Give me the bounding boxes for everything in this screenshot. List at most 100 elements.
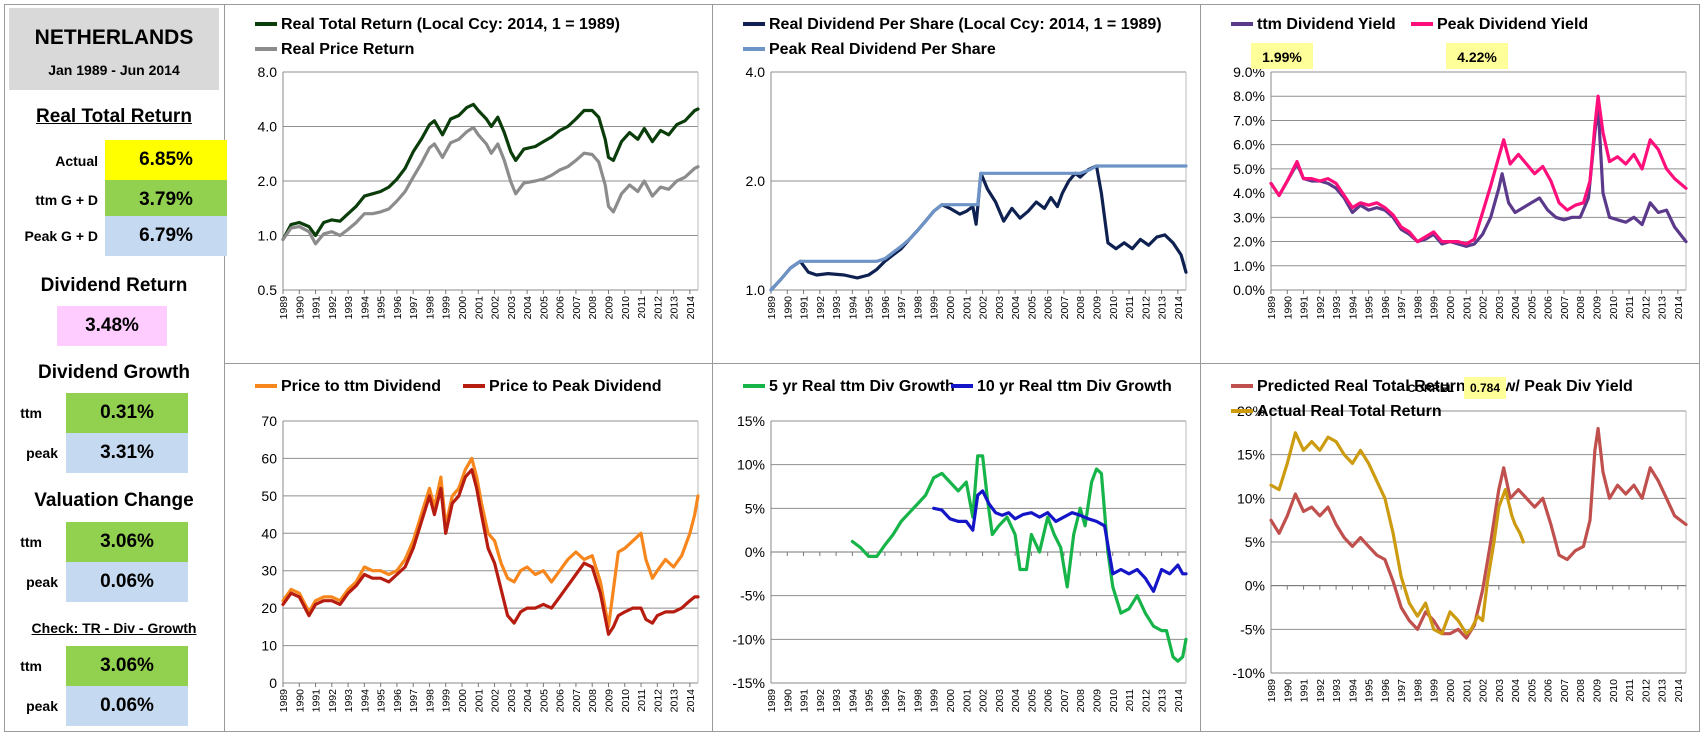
dg-ttm-label: ttm	[20, 405, 42, 421]
check-peak-value: 0.06%	[66, 686, 188, 726]
check-peak-label: peak	[26, 698, 58, 714]
chart-predicted-vs-actual: -10%-5%0%5%10%15%20%19891990199119921993…	[1231, 377, 1688, 703]
c2-xtick-label: 2004	[1010, 296, 1022, 320]
c5-xtick-label: 1990	[782, 689, 794, 713]
chart-real-total-return: 0.5 1.0 2.0 4.0 8.0 1989 1990 1991 1992 1993 1994 1…	[255, 16, 700, 320]
c5-legend-label: 10 yr Real ttm Div Growth	[977, 378, 1172, 395]
c1-xtick-label: 2009	[603, 296, 615, 320]
c5-xtick-label: 1999	[929, 689, 941, 713]
c5-xtick-label: 2002	[978, 689, 990, 713]
vc-ttm-value: 3.06%	[66, 522, 188, 562]
c6-legend-label: Actual Real Total Return	[1257, 403, 1442, 420]
c6-xtick-label: 1989	[1266, 679, 1278, 703]
c3-ytick-label: 5.0%	[1233, 161, 1265, 177]
c5-xtick-label: 2000	[945, 689, 957, 713]
dashboard-frame	[4, 4, 1700, 732]
rtr-actual-value: 6.85%	[105, 140, 227, 180]
c6-ytick-label: 0%	[1245, 578, 1265, 594]
c4-xtick-label: 1990	[294, 689, 306, 713]
c3-xtick-label: 1998	[1412, 296, 1424, 320]
c2-xtick-label: 1994	[847, 296, 859, 320]
c1-xtick-label: 1994	[359, 296, 371, 320]
c5-xtick-label: 2009	[1091, 689, 1103, 713]
c6-xtick-label: 1997	[1396, 679, 1408, 703]
c6-xtick-label: 2008	[1575, 679, 1587, 703]
c5-legend-label: 5 yr Real ttm Div Growth	[769, 378, 955, 395]
c3-xtick-label: 2003	[1494, 296, 1506, 320]
c2-xtick-label: 1991	[799, 296, 811, 320]
c1-xtick-label: 2012	[652, 296, 664, 320]
c3-legend-label: ttm Dividend Yield	[1257, 16, 1396, 33]
c1-ytick-label: 0.5	[258, 282, 278, 298]
dg-ttm-value: 0.31%	[66, 393, 188, 433]
dividend-return-heading: Dividend Return	[40, 275, 188, 296]
c3-badge-box	[1251, 43, 1313, 69]
dividend-growth-heading: Dividend Growth	[38, 362, 190, 383]
c3-xtick-label: 2010	[1608, 296, 1620, 320]
c2-xtick-label: 1990	[782, 296, 794, 320]
c1-xtick-label: 1995	[376, 296, 388, 320]
c4-ytick-label: 10	[261, 638, 277, 654]
c4-xtick-label: 1994	[359, 689, 371, 713]
c1-xtick-label: 1990	[294, 296, 306, 320]
rtr-peak-value: 6.79%	[105, 216, 227, 256]
c3-ytick-label: 0.0%	[1233, 282, 1265, 298]
real-total-return-heading: Real Total Return	[36, 106, 192, 127]
c6-xtick-label: 1998	[1412, 679, 1424, 703]
check-ttm-label: ttm	[20, 658, 42, 674]
c3-xtick-label: 2008	[1575, 296, 1587, 320]
c6-xtick-label: 2014	[1673, 679, 1685, 703]
c1-xtick-label: 2014	[685, 296, 697, 320]
c3-ytick-label: 2.0%	[1233, 234, 1265, 250]
c4-xtick-label: 2007	[571, 689, 583, 713]
period-label: Jan 1989 - Jun 2014	[48, 62, 180, 78]
c4-xtick-label: 1996	[392, 689, 404, 713]
c2-xtick-label: 2008	[1075, 296, 1087, 320]
c2-xtick-label: 2010	[1108, 296, 1120, 320]
c1-xtick-label: 1993	[343, 296, 355, 320]
c4-xtick-label: 2008	[587, 689, 599, 713]
c5-xtick-label: 2005	[1026, 689, 1038, 713]
c4-xtick-label: 2000	[457, 689, 469, 713]
c2-xtick-label: 2000	[945, 296, 957, 320]
c1-xtick-label: 2005	[538, 296, 550, 320]
c2-xtick-label: 2001	[961, 296, 973, 320]
c1-xtick-label: 2013	[669, 296, 681, 320]
vc-ttm-label: ttm	[20, 534, 42, 550]
c3-xtick-label: 2002	[1478, 296, 1490, 320]
divider-row	[224, 363, 1700, 364]
c4-xtick-label: 2001	[473, 689, 485, 713]
c3-xtick-label: 2000	[1445, 296, 1457, 320]
c1-ytick-label: 8.0	[258, 64, 278, 80]
c4-xtick-label: 2003	[506, 689, 518, 713]
c3-xtick-label: 1995	[1364, 296, 1376, 320]
valuation-change-heading: Valuation Change	[34, 490, 194, 511]
c3-series-line-1	[1269, 104, 1688, 248]
c6-series-line-1	[1269, 426, 1688, 640]
c3-xtick-label: 2012	[1640, 296, 1652, 320]
c4-ytick-label: 30	[261, 563, 277, 579]
divider-col2	[712, 4, 713, 732]
c3-ytick-label: 7.0%	[1233, 112, 1265, 128]
c2-xtick-label: 1989	[766, 296, 778, 320]
rtr-peak-label: Peak G + D	[24, 228, 98, 244]
c4-xtick-label: 2004	[522, 689, 534, 713]
c4-xtick-label: 1989	[278, 689, 290, 713]
c2-legend-label: Real Dividend Per Share (Local Ccy: 2014…	[769, 16, 1162, 33]
c4-xtick-label: 2009	[603, 689, 615, 713]
c1-xtick-label: 2010	[620, 296, 632, 320]
c5-xtick-label: 2006	[1043, 689, 1055, 713]
c3-xtick-label: 2011	[1624, 296, 1636, 319]
c5-series-line-1	[850, 454, 1188, 663]
c6-xtick-label: 2013	[1657, 679, 1669, 703]
c3-xtick-label: 2001	[1461, 296, 1473, 320]
c3-badge-value: 1.99%	[1262, 49, 1302, 65]
c6-xtick-label: 2003	[1494, 679, 1506, 703]
c5-xtick-label: 1994	[847, 689, 859, 713]
dividend-return-value: 3.48%	[57, 306, 167, 346]
chart-price-to-dividend: 0 10 20 30 40 50 60 70 1989 1990 1991 1992 1993 1994 1…	[255, 378, 700, 713]
c1-xtick-label: 2007	[571, 296, 583, 320]
c3-badge-value: 4.22%	[1457, 49, 1497, 65]
c1-series-line-1	[281, 102, 700, 242]
c1-ytick-label: 4.0	[258, 119, 278, 135]
